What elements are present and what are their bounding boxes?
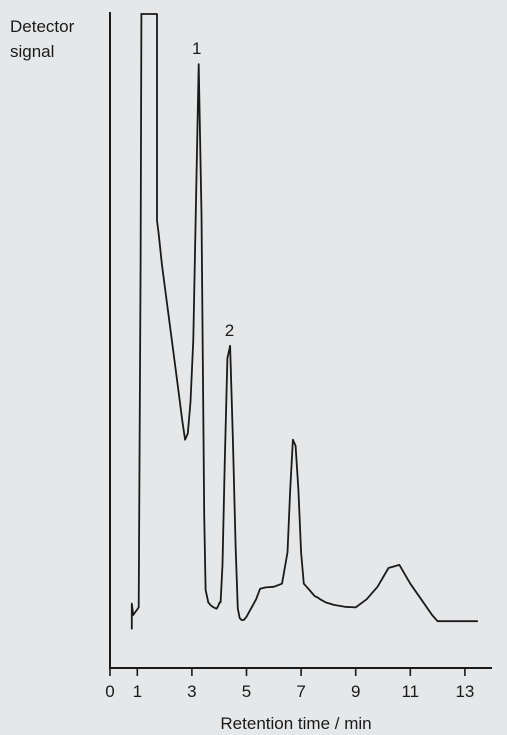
x-tick-label: 1 — [133, 682, 142, 701]
y-axis-label: Detector signal — [10, 17, 75, 61]
x-tick-label: 5 — [242, 682, 251, 701]
x-tick-label: 7 — [296, 682, 305, 701]
y-axis-label-line-1: Detector — [10, 17, 75, 36]
peak-labels: 12 — [192, 39, 234, 340]
x-tick-label: 11 — [401, 682, 419, 701]
peak-label-1: 1 — [192, 39, 201, 58]
x-tick-label: 0 — [105, 682, 114, 701]
x-tick-label: 9 — [351, 682, 360, 701]
x-axis-label: Retention time / min — [220, 714, 371, 733]
y-axis-label-line-2: signal — [10, 42, 54, 61]
x-tick-label: 3 — [187, 682, 196, 701]
x-tick-label: 13 — [455, 682, 474, 701]
peak-label-2: 2 — [225, 321, 234, 340]
chromatogram-trace — [130, 13, 479, 630]
x-axis-ticks: 0 1 3 5 7 9 11 13 — [105, 668, 474, 701]
